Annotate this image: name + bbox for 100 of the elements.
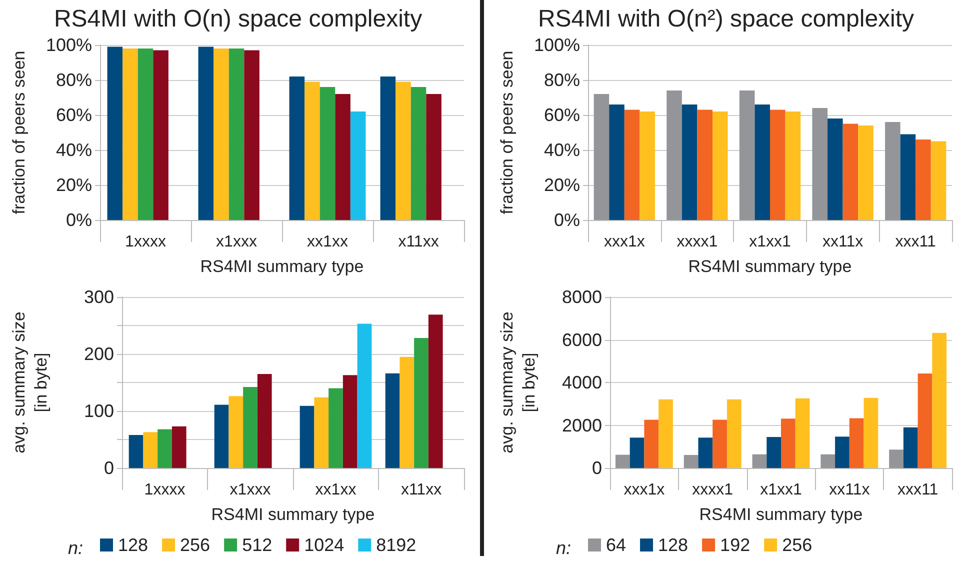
x-axis-title: RS4MI summary type [688, 257, 852, 276]
bar [684, 454, 698, 468]
bar [138, 48, 154, 220]
chart-title: RS4MI with O(n) space complexity [54, 6, 422, 32]
y-tick-label: 100% [46, 35, 92, 55]
x-tick-label: xxx11 [895, 234, 936, 250]
bar [385, 373, 400, 468]
bar [682, 104, 698, 220]
bar [849, 418, 864, 468]
y-tick-label: 2000 [562, 415, 602, 436]
x-tick-label: x1xxx [216, 234, 257, 250]
bar [918, 374, 932, 468]
bar [228, 48, 244, 220]
bar [153, 50, 168, 220]
bar [350, 112, 366, 220]
bar [228, 396, 244, 468]
bar [916, 140, 931, 220]
bar [930, 141, 946, 220]
bar [257, 374, 272, 468]
bar [396, 82, 411, 220]
y-tick-label: 0% [66, 210, 92, 230]
y-tick-label: 20% [56, 175, 92, 195]
bar [214, 48, 229, 220]
bar [357, 324, 372, 468]
bar [304, 82, 320, 220]
bar [858, 126, 874, 220]
legend-title: n: [556, 538, 572, 558]
bar [400, 356, 414, 468]
bar [609, 104, 624, 220]
bar [624, 110, 640, 220]
y-tick-label: 60% [56, 105, 92, 125]
y-tick-label: 20% [544, 175, 580, 195]
legend-label: 256 [782, 535, 812, 555]
bar [172, 426, 186, 468]
y-tick-label: 8000 [562, 287, 602, 307]
bar [426, 94, 442, 220]
x-tick-label: x11xx [398, 234, 439, 250]
y-tick-label: 0 [104, 458, 114, 478]
bar [785, 112, 801, 220]
bar [666, 90, 682, 220]
bar [198, 46, 214, 220]
bar [342, 375, 358, 468]
bar [244, 50, 260, 220]
legend-label: 8192 [376, 535, 416, 555]
x-axis-title: RS4MI summary type [211, 505, 375, 524]
y-axis-title: avg. summary size [in byte] [498, 312, 538, 454]
bar [770, 110, 786, 220]
bar [630, 438, 644, 468]
x-axis-title: RS4MI summary type [200, 257, 364, 276]
legend-label: 128 [118, 535, 148, 555]
bar [107, 46, 123, 220]
bar [697, 110, 712, 220]
y-tick-label: 40% [56, 140, 92, 160]
y-tick-label: 80% [56, 70, 92, 90]
bar [820, 454, 836, 468]
bar [428, 314, 443, 468]
bar [214, 404, 229, 468]
bar [739, 90, 755, 220]
y-axis-title: avg. summary size [in byte] [10, 312, 50, 454]
x-tick-label: x1xx1 [760, 482, 802, 498]
chart-title: RS4MI with O(n²) space complexity [538, 6, 914, 32]
legend-label: 1024 [304, 535, 344, 555]
x-tick-label: xxxx1 [676, 234, 718, 250]
bar [122, 48, 138, 220]
bar [889, 450, 904, 468]
y-tick-label: 60% [544, 105, 580, 125]
bar [289, 76, 305, 220]
bar [414, 338, 428, 468]
bar [766, 437, 781, 468]
x-tick-label: xx11x [822, 234, 864, 250]
bar [594, 94, 610, 220]
bar [795, 398, 810, 468]
bar [615, 454, 630, 468]
x-tick-label: 1xxxx [144, 482, 186, 498]
x-tick-label: x11xx [400, 482, 442, 498]
bar [320, 87, 336, 220]
bar [835, 436, 850, 468]
bar [128, 434, 144, 468]
bar [300, 406, 314, 468]
bar [243, 387, 258, 468]
x-tick-label: x1xx1 [749, 234, 791, 250]
y-axis-title: fraction of peers seen [498, 50, 516, 214]
bar [640, 112, 655, 220]
x-tick-label: x1xxx [230, 482, 271, 498]
bar [658, 399, 673, 468]
bar [781, 418, 796, 468]
bar [143, 432, 158, 468]
x-tick-label: 1xxxx [125, 234, 166, 250]
bar [812, 108, 828, 220]
bar [842, 124, 858, 220]
y-tick-label: 200 [84, 344, 114, 364]
bar [410, 87, 426, 220]
x-tick-label: xxx1x [624, 482, 665, 498]
y-tick-label: 100 [84, 401, 114, 421]
bar [903, 427, 918, 468]
y-tick-label: 80% [544, 70, 580, 90]
bar [885, 122, 900, 220]
bar [932, 332, 947, 468]
bar [900, 134, 916, 220]
y-tick-label: 6000 [562, 330, 602, 350]
